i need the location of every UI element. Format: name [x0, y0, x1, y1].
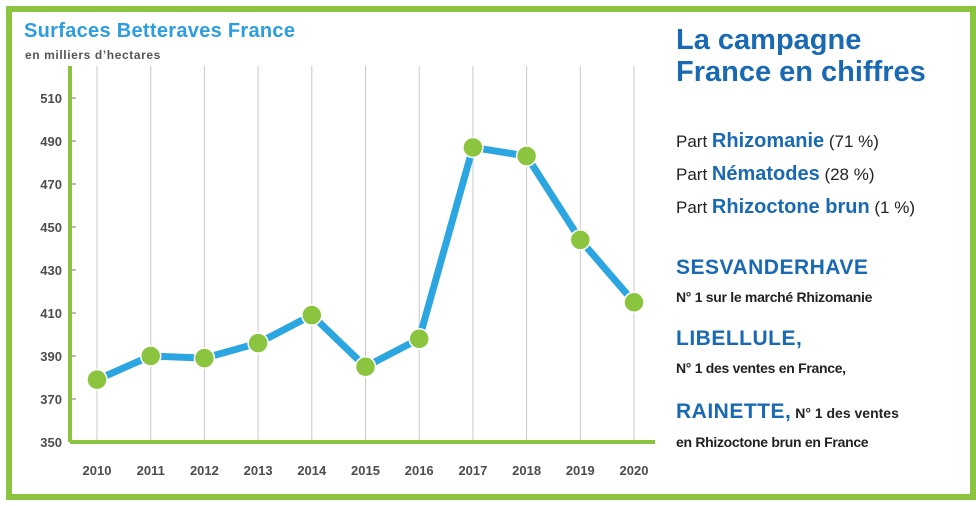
stat-value: (1 %): [869, 198, 916, 217]
y-tick-label: 510: [40, 91, 62, 106]
data-point: [462, 136, 484, 159]
data-point: [569, 229, 592, 251]
stat-name: Rhizoctone brun: [711, 196, 870, 218]
data-point: [86, 368, 108, 391]
brand-rainette: RAINETTE, N° 1 des ventes: [676, 400, 899, 424]
stat-rhizomanie: Part Rhizomanie (71 %): [676, 130, 879, 153]
data-point: [408, 328, 430, 350]
stat-name: Nématodes: [711, 163, 820, 185]
data-point: [301, 304, 323, 326]
y-tick-label: 470: [40, 177, 62, 192]
brand-rainette-name: RAINETTE,: [676, 400, 792, 423]
data-point: [354, 356, 377, 378]
y-tick-label: 430: [40, 263, 62, 278]
x-tick-label: 2011: [137, 463, 165, 478]
brand-libellule-desc: N° 1 des ventes en France,: [676, 360, 846, 376]
y-tick-label: 390: [40, 349, 62, 364]
x-tick-label: 2016: [405, 463, 434, 478]
brand-sesvanderhave-desc: N° 1 sur le marché Rhizomanie: [676, 289, 873, 305]
stat-prefix: Part: [676, 165, 712, 184]
y-tick-label: 370: [40, 392, 62, 407]
stat-nematodes: Part Nématodes (28 %): [676, 163, 875, 186]
panel-title-line2: France en chiffres: [676, 56, 926, 88]
stat-prefix: Part: [676, 132, 712, 151]
brand-libellule: LIBELLULE,: [676, 327, 803, 350]
data-point: [247, 332, 269, 354]
y-tick-label: 490: [40, 134, 62, 149]
data-point: [193, 347, 216, 369]
x-tick-label: 2010: [83, 463, 112, 478]
data-point: [139, 345, 162, 367]
chart-title: Surfaces Betteraves France: [24, 20, 296, 42]
x-tick-label: 2013: [244, 463, 273, 478]
data-point: [515, 145, 538, 167]
brand-rainette-desc: N° 1 des ventes: [791, 405, 899, 421]
brand-sesvanderhave: SESVANDERHAVE: [676, 256, 869, 279]
stat-name: Rhizomanie: [711, 130, 825, 152]
stat-value: (71 %): [824, 132, 879, 151]
x-tick-label: 2012: [190, 463, 219, 478]
stat-prefix: Part: [676, 198, 712, 217]
x-tick-label: 2018: [512, 463, 541, 478]
y-tick-label: 450: [40, 220, 62, 235]
y-tick-label: 410: [40, 306, 62, 321]
x-tick-label: 2015: [351, 463, 380, 478]
x-tick-label: 2020: [620, 463, 649, 478]
stat-value: (28 %): [819, 165, 875, 184]
brand-rainette-desc-line2: en Rhizoctone brun en France: [676, 434, 869, 450]
data-point: [623, 291, 645, 313]
chart-subtitle: en milliers d’hectares: [25, 48, 161, 62]
x-tick-label: 2019: [566, 463, 595, 478]
y-tick-label: 350: [40, 435, 62, 450]
x-tick-label: 2017: [458, 463, 487, 478]
panel-title-line1: La campagne: [676, 24, 862, 56]
panel-title: La campagne France en chiffres: [676, 24, 926, 88]
frame-border: [6, 6, 976, 500]
x-tick-label: 2014: [297, 463, 327, 478]
stat-rhizoctone: Part Rhizoctone brun (1 %): [676, 196, 915, 219]
